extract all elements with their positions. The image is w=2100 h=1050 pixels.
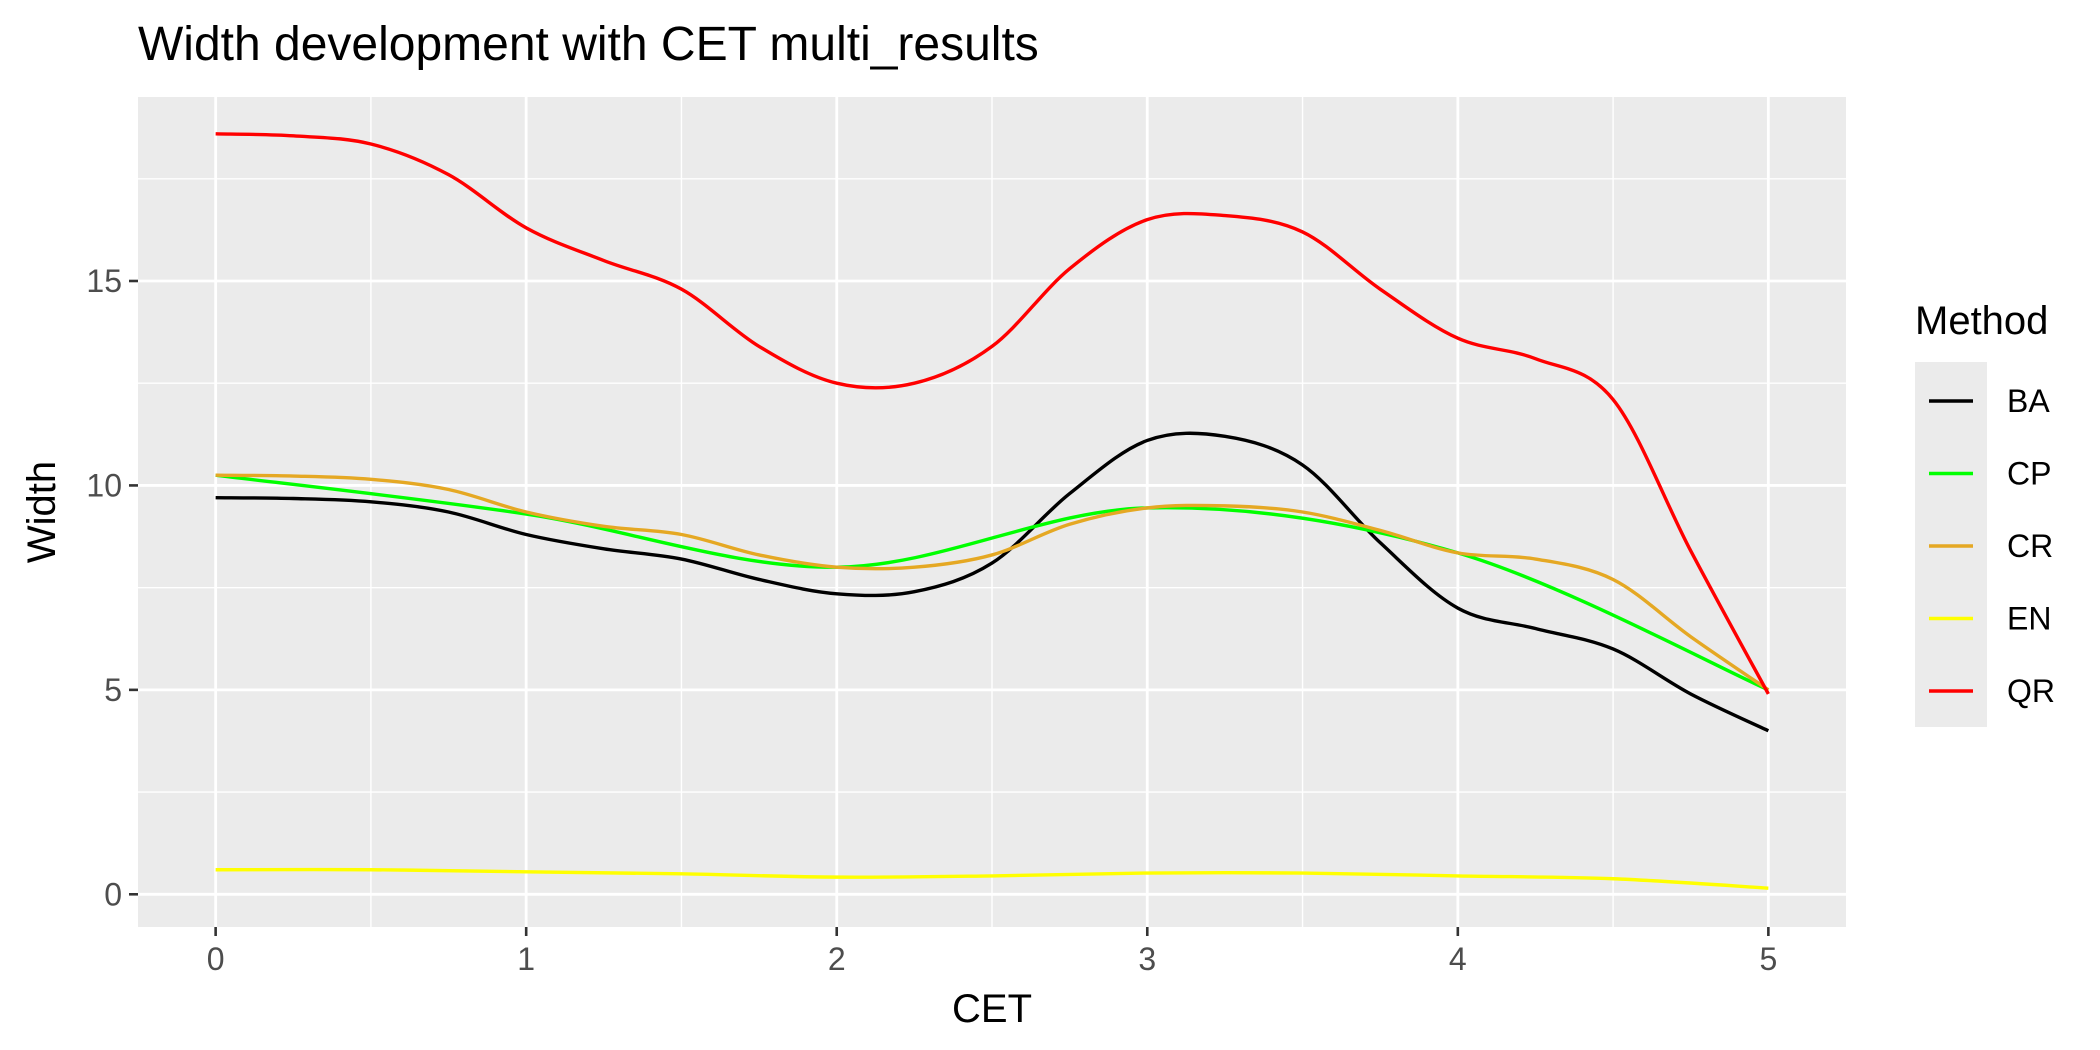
- legend-label-qr: QR: [2007, 673, 2055, 709]
- y-tick-label: 10: [86, 467, 122, 503]
- legend-items: BA CP CR EN QR: [1929, 383, 2055, 709]
- legend-label-cr: CR: [2007, 528, 2053, 564]
- y-tick-label: 15: [86, 263, 122, 299]
- x-tick-label: 5: [1759, 941, 1777, 977]
- x-tick-label: 2: [828, 941, 846, 977]
- series-lines: [215, 132, 1770, 890]
- series-line-qr: [215, 132, 1770, 695]
- x-tick-label: 0: [207, 941, 225, 977]
- legend-label-ba: BA: [2007, 383, 2050, 419]
- y-tick-label: 0: [104, 876, 122, 912]
- series-line-ba: [215, 431, 1770, 733]
- x-axis: 0 1 2 3 4 5: [207, 927, 1777, 977]
- series-line-cp: [215, 473, 1770, 692]
- y-axis-title: Width: [20, 461, 64, 563]
- x-tick-label: 4: [1449, 941, 1467, 977]
- legend: Method BA CP CR EN QR: [1915, 299, 2055, 727]
- series-line-cr: [215, 473, 1770, 692]
- y-tick-label: 5: [104, 672, 122, 708]
- x-tick-label: 1: [517, 941, 535, 977]
- legend-label-cp: CP: [2007, 456, 2051, 492]
- series-line-en: [215, 867, 1769, 890]
- legend-title: Method: [1915, 299, 2048, 343]
- x-axis-title: CET: [952, 987, 1032, 1031]
- y-axis: 0 5 10 15: [86, 263, 138, 912]
- legend-label-en: EN: [2007, 601, 2051, 637]
- chart-title: Width development with CET multi_results: [138, 18, 1039, 71]
- x-tick-label: 3: [1138, 941, 1156, 977]
- minor-gridlines: [138, 97, 1846, 927]
